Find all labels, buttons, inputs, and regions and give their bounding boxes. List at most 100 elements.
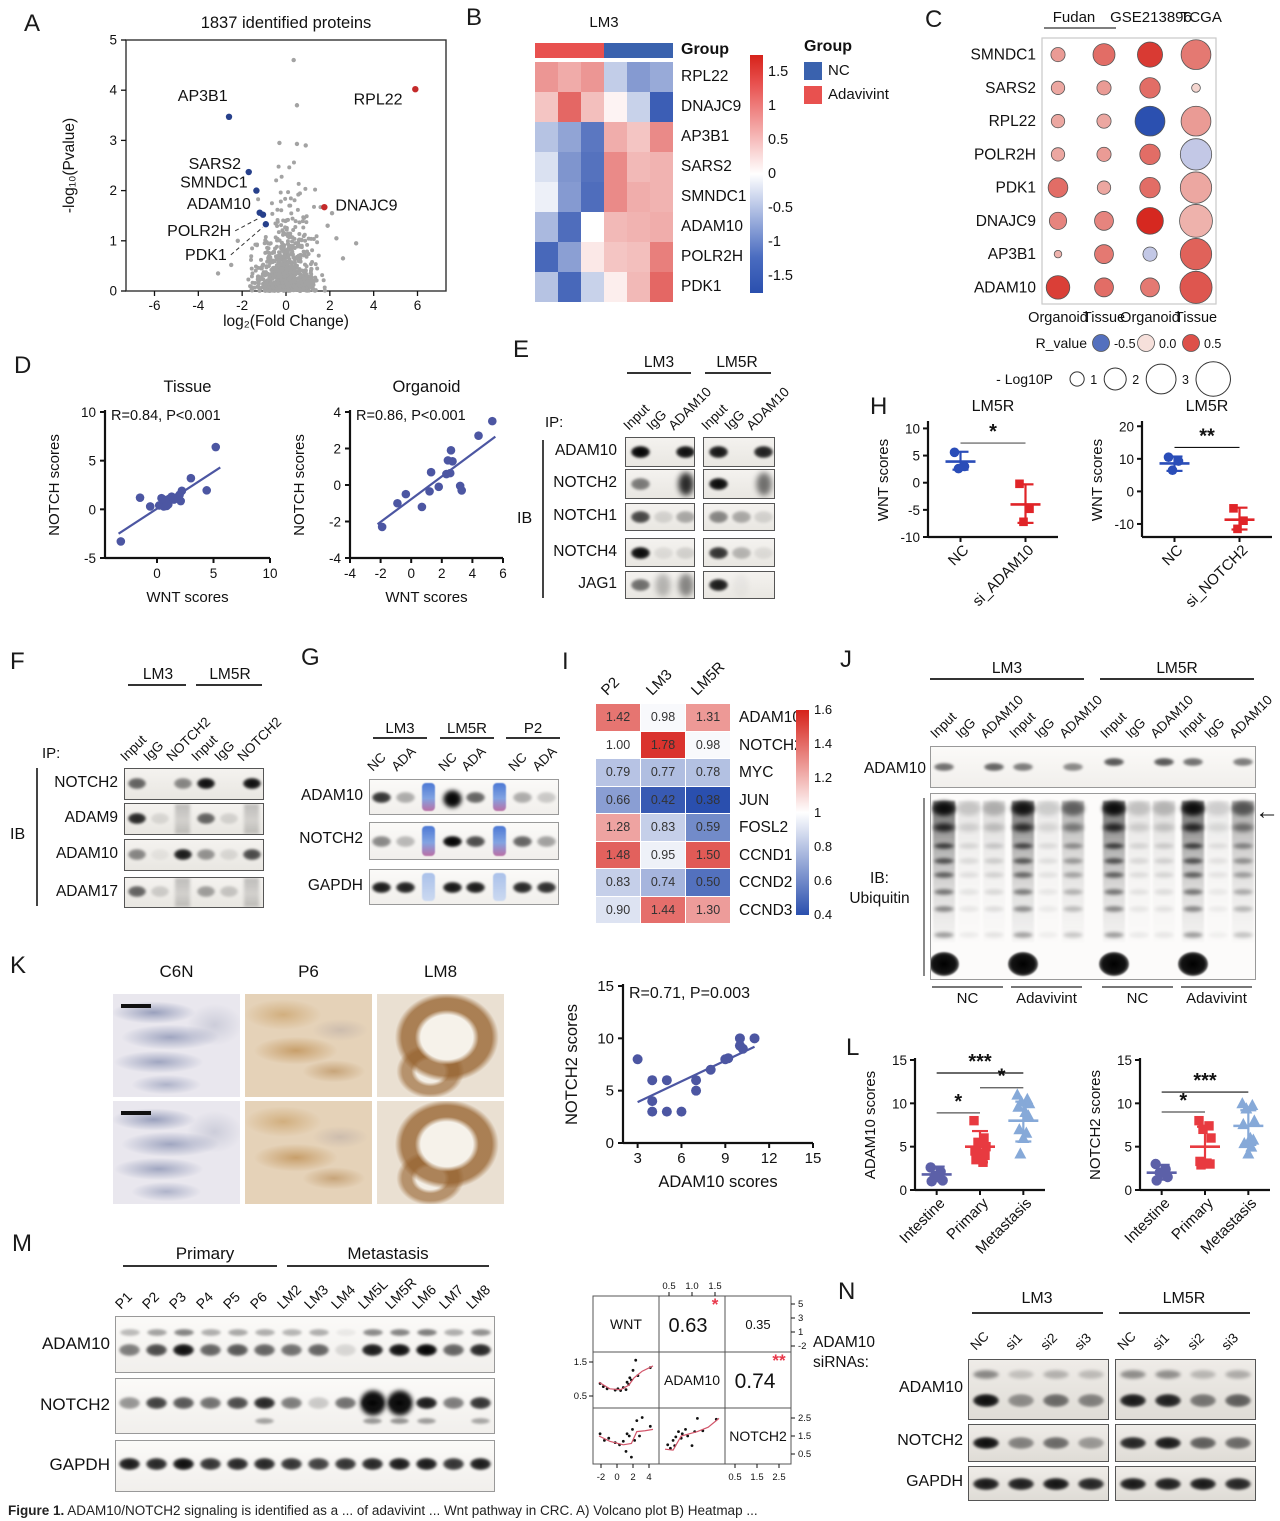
pairs-point <box>669 1446 672 1450</box>
pairs-point <box>598 1432 602 1436</box>
blot-band <box>127 848 146 860</box>
marker-lane <box>492 872 506 902</box>
y-axis-label: ADAM10 scores <box>862 1071 879 1179</box>
blot-band <box>395 835 415 847</box>
blot-band <box>1128 872 1149 879</box>
lane-label: LM7 <box>435 1281 467 1312</box>
blot-band <box>1061 822 1084 832</box>
condition-line <box>1102 986 1173 988</box>
heatmap-title: LM3 <box>589 14 619 31</box>
legend-r-value: 0.5 <box>1204 337 1221 351</box>
blot-band <box>1037 857 1058 864</box>
correlation-dot <box>1092 43 1116 67</box>
legend-r-dot <box>1182 334 1200 352</box>
heatmap-cell <box>627 62 650 92</box>
heatmap-cell <box>650 122 673 152</box>
marker-lane <box>422 872 435 902</box>
group-underline <box>506 737 560 739</box>
blot-band <box>395 791 415 803</box>
pairs-tick: 1.5 <box>708 1281 721 1292</box>
pairs-point <box>690 1444 694 1448</box>
blot-band <box>958 889 979 896</box>
group-header: LM3 <box>142 666 174 683</box>
y-tick-label: 0 <box>1126 484 1134 499</box>
pairs-point <box>684 1428 687 1431</box>
heatmap-cell <box>581 122 604 152</box>
blot-row-label: ADAM10 <box>41 1333 110 1353</box>
group-underline <box>930 678 1084 680</box>
panel-a-volcano: A -6 -4 -2 0 2 4 6 0 1 2 3 4 5 1837 identified protei… <box>10 4 455 338</box>
colorbar-tick: 1.2 <box>814 770 833 786</box>
blot-band <box>708 546 728 559</box>
gene-row-label: ADAM10 <box>974 279 1036 296</box>
volcano-point <box>321 203 328 211</box>
blot-band <box>1224 1477 1251 1490</box>
group-header: LM3 <box>991 660 1023 677</box>
y-tick-label: 15 <box>1117 1053 1132 1068</box>
correlation-dot <box>1179 204 1213 238</box>
blot-band <box>1103 889 1124 896</box>
y-axis-label: NOTCH2 scores <box>563 1004 581 1125</box>
blot-band <box>630 478 650 490</box>
data-point <box>979 1133 989 1143</box>
blot-band <box>708 579 728 591</box>
blot-band <box>933 857 954 864</box>
scale-bar <box>121 1004 151 1008</box>
heatmap-cell: 0.77 <box>641 759 685 786</box>
pairs-correlation-matrix: WNT ADAM10 NOTCH2 0.63* 0.35 0.74** 0.5 1.0 1.5 5… <box>574 1281 811 1483</box>
significance-stars: * <box>998 1066 1006 1088</box>
blot-band <box>1232 872 1253 879</box>
heatmap-cell <box>558 212 581 242</box>
correlation-dot <box>1050 114 1066 129</box>
category-label: Intestine <box>896 1195 948 1247</box>
x-tick-label: 2 <box>326 298 334 313</box>
pairs-point <box>627 1434 631 1438</box>
blot-row-ADAM10 <box>703 437 775 467</box>
heatmap-cell <box>535 182 558 212</box>
lane-label: P4 <box>192 1288 217 1312</box>
category-label: si_NOTCH2 <box>1182 542 1251 611</box>
group-annotation <box>604 43 673 58</box>
blot-band <box>981 801 1006 817</box>
data-point <box>937 1175 948 1186</box>
data-point <box>1012 1100 1025 1112</box>
data-point <box>926 1176 937 1187</box>
coip-notch2-blot: LM3 LM5R Input IgG NOTCH2 Input IgG NOTCH2 IP: NO… <box>0 640 293 938</box>
blot-band <box>982 822 1005 832</box>
blot-band <box>958 872 979 879</box>
blot-row-ADAM10 <box>124 839 264 871</box>
chart-title: LM5R <box>972 398 1015 415</box>
group-header: LM3 <box>1021 1290 1053 1307</box>
ihc-images: C6NP6LM8ADAM10NOTCH2 <box>0 938 540 1230</box>
data-point <box>661 1075 672 1086</box>
heatmap-cell: 0.95 <box>641 841 685 868</box>
correlation-dot <box>1134 105 1166 137</box>
heatmap-row-label: RPL22 <box>681 68 729 85</box>
blot-band <box>443 1328 464 1336</box>
legend-label: Adavivint <box>828 86 889 103</box>
group-underline <box>972 1312 1103 1314</box>
data-point <box>417 502 427 512</box>
sample-type-label: Organoid <box>1028 310 1088 326</box>
pairs-tick: 3 <box>798 1313 803 1324</box>
y-tick-label: 10 <box>905 421 920 436</box>
blot-band <box>1126 801 1151 817</box>
colorbar-tick: 1 <box>814 804 822 820</box>
data-point <box>1194 1115 1204 1126</box>
y-axis-label: NOTCH scores <box>46 434 63 536</box>
condition-label: Adavivint <box>1016 990 1077 1007</box>
lane-label: LM2 <box>273 1281 305 1312</box>
blot-band <box>1128 889 1149 896</box>
data-point <box>1206 1133 1216 1143</box>
blot-band <box>1011 822 1034 832</box>
blot-band <box>119 1328 140 1336</box>
blot-band <box>1152 822 1175 832</box>
data-point <box>647 1106 658 1117</box>
category-label: NC <box>945 542 972 569</box>
gene-label: SARS2 <box>189 156 242 173</box>
sirna-blot: LM3 LM5R ADAM10 siRNAs: NC si1 si2 si3 NC si1 si2 s… <box>813 1276 1280 1521</box>
heatmap-cell <box>558 182 581 212</box>
y-tick-label: 5 <box>109 33 117 48</box>
data-point <box>969 1115 979 1126</box>
heatmap-cell: 0.42 <box>641 786 685 813</box>
